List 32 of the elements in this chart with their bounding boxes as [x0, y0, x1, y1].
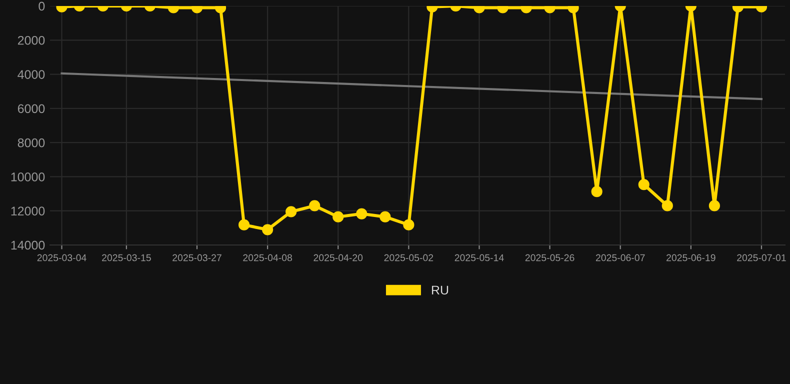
x-tick-label: 2025-03-15: [102, 254, 151, 262]
point: [262, 224, 274, 236]
x-tick-label: 2025-04-08: [243, 254, 292, 262]
point: [238, 219, 250, 230]
point: [286, 206, 297, 218]
y-tick-label: 6000: [18, 104, 45, 114]
point: [309, 200, 320, 212]
point: [356, 208, 368, 220]
x-tick-label: 2025-06-07: [596, 254, 645, 262]
x-tick-label: 2025-05-14: [454, 254, 504, 262]
y-tick-label: 4000: [18, 70, 45, 79]
x-tick-label: 2025-07-01: [737, 254, 786, 262]
x-tick-label: 2025-05-02: [384, 254, 434, 262]
point: [591, 186, 602, 198]
y-tick-label: 0: [38, 2, 45, 11]
point: [662, 200, 673, 212]
y-tick-label: 8000: [18, 138, 45, 148]
x-tick-label: 2025-03-04: [37, 254, 86, 262]
point: [332, 211, 344, 222]
x-tick-label: 2025-03-27: [172, 254, 222, 262]
x-tick-label: 2025-04-20: [314, 254, 363, 262]
y-tick-label: 12000: [11, 206, 45, 216]
point: [380, 211, 391, 222]
point: [638, 179, 650, 190]
legend-label: RU: [432, 286, 448, 295]
y-tick-label: 10000: [11, 172, 45, 182]
y-tick-label: 14000: [11, 240, 45, 250]
point: [403, 219, 414, 230]
x-tick-label: 2025-06-19: [666, 254, 716, 262]
y-tick-label: 2000: [18, 36, 45, 45]
point: [708, 200, 720, 212]
x-tick-label: 2025-05-26: [525, 254, 574, 262]
